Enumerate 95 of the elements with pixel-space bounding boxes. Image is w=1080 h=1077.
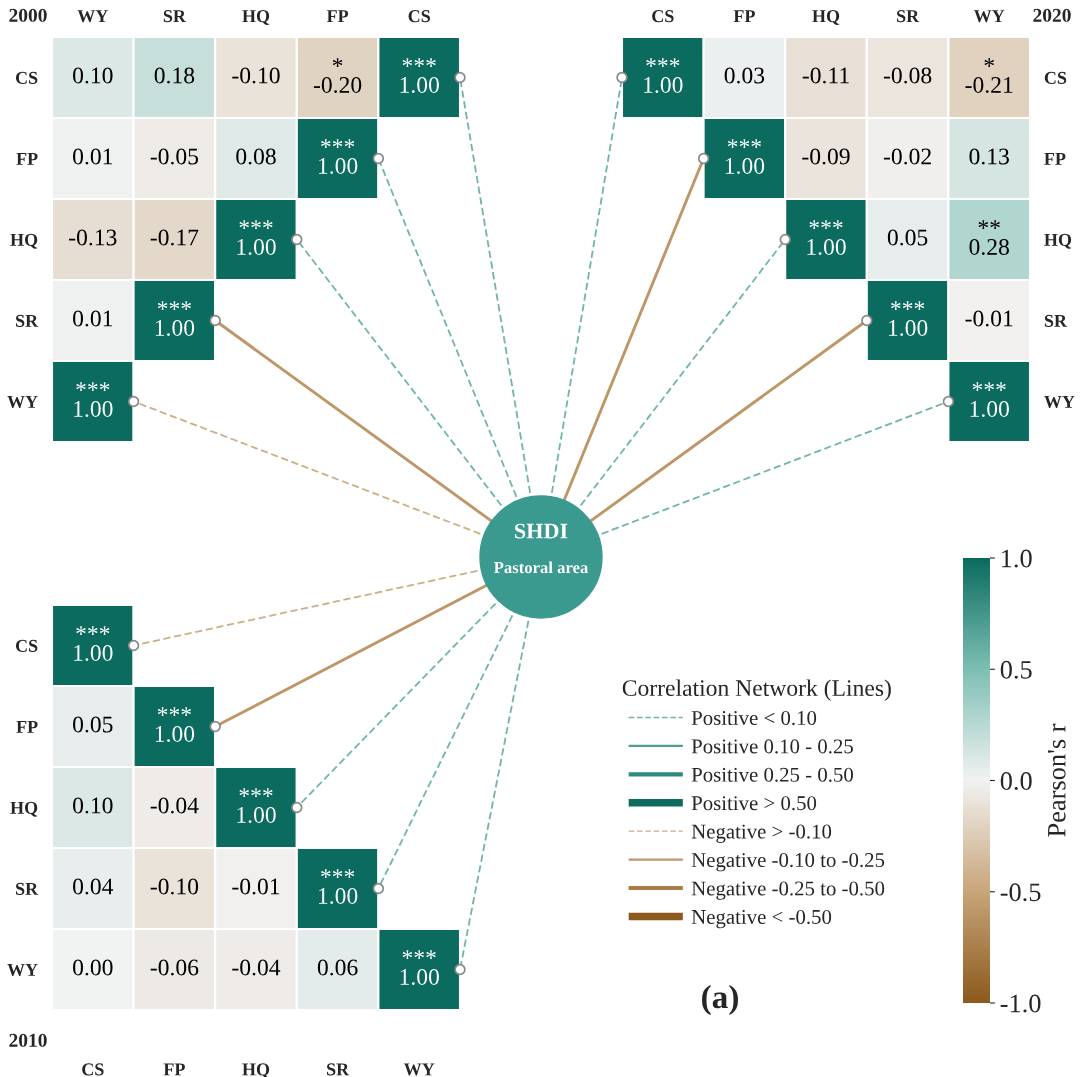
- y-tick-label: WY: [7, 395, 38, 409]
- data-label: *** 1.00: [74, 382, 113, 417]
- data-label: -0.05: [150, 148, 199, 165]
- legend-label: Negative -0.10 to -0.25: [691, 852, 885, 872]
- x-tick-label: FP: [326, 10, 349, 23]
- chart-title: 2000: [9, 8, 47, 22]
- data-label: -0.01: [232, 878, 280, 895]
- legend-label: Negative < -0.50: [691, 909, 832, 929]
- text: (a): [702, 984, 738, 1016]
- x-tick-label: HQ: [812, 10, 840, 25]
- x-tick-label: FP: [163, 1063, 185, 1076]
- data-label: 0.18: [154, 67, 195, 84]
- data-label: *** 1.00: [400, 58, 439, 93]
- data-label: -0.02: [883, 148, 931, 165]
- legend-label: Negative > -0.10: [691, 824, 832, 843]
- legend-label: Positive 0.10 - 0.25: [691, 739, 853, 754]
- color-bar-label: 1.0: [1002, 549, 1032, 568]
- data-label: 0.05: [887, 229, 928, 246]
- x-tick-label: WY: [973, 10, 1005, 23]
- data-label: *** 1.00: [237, 220, 276, 255]
- data-label: 0.00: [73, 959, 113, 976]
- y-tick-label: SR: [1044, 314, 1068, 327]
- x-tick-label: SR: [163, 10, 187, 23]
- data-label: -0.06: [150, 959, 199, 976]
- legend-title: Correlation Network (Lines): [622, 679, 891, 701]
- data-label: -0.11: [802, 67, 849, 84]
- data-label: 0.01: [73, 148, 113, 165]
- color-bar-label: 0.5: [1000, 660, 1032, 679]
- y-tick-label: WY: [1044, 395, 1075, 409]
- y-tick-label: FP: [16, 720, 38, 733]
- data-label: 0.10: [73, 797, 113, 814]
- x-tick-label: CS: [652, 10, 674, 23]
- y-tick-label: WY: [7, 963, 38, 977]
- data-label: * -0.20: [313, 58, 362, 93]
- data-label: *** 1.00: [644, 58, 683, 93]
- legend-label: Positive > 0.50: [691, 796, 817, 811]
- data-label: -0.01: [965, 310, 1013, 327]
- y-tick-label: CS: [1044, 71, 1067, 84]
- data-label: *** 1.00: [155, 301, 195, 336]
- data-label: *** 1.00: [74, 626, 113, 661]
- x-tick-label: WY: [403, 1063, 435, 1076]
- data-label: -0.09: [802, 148, 850, 165]
- legend-label: Positive 0.25 - 0.50: [691, 767, 853, 782]
- color-bar-label: 0.0: [1000, 772, 1032, 791]
- y-tick-label: HQ: [1044, 233, 1072, 249]
- data-label: 0.01: [73, 310, 113, 327]
- text: SHDI: [515, 523, 568, 539]
- x-tick-label: CS: [82, 1063, 104, 1076]
- data-label: *** 1.00: [807, 220, 846, 255]
- data-label: 0.10: [73, 67, 113, 84]
- chart-title: 2020: [1033, 8, 1071, 22]
- data-label: 0.04: [73, 878, 114, 895]
- y-tick-label: SR: [15, 882, 39, 895]
- y-tick-label: CS: [15, 71, 38, 84]
- y-tick-label: SR: [15, 314, 39, 327]
- x-tick-label: SR: [897, 10, 920, 23]
- data-label: 0.08: [236, 148, 276, 165]
- color-bar-label: -0.5: [1000, 883, 1041, 902]
- color-bar-title: Pearson's r: [1048, 723, 1066, 837]
- data-label: 0.06: [317, 959, 358, 976]
- data-label: *** 1.00: [400, 950, 439, 985]
- data-label: -0.08: [883, 67, 932, 84]
- data-label: *** 1.00: [725, 139, 765, 174]
- legend-label: Negative -0.25 to -0.50: [691, 881, 885, 900]
- data-label: -0.17: [150, 229, 199, 246]
- text: 2010: [9, 1033, 47, 1047]
- data-label: 0.05: [73, 716, 113, 733]
- data-label: *** 1.00: [237, 788, 276, 823]
- data-label: *** 1.00: [889, 301, 928, 336]
- x-tick-label: SR: [327, 1063, 350, 1076]
- y-tick-label: HQ: [10, 801, 38, 817]
- legend-label: Positive < 0.10: [691, 710, 817, 726]
- y-tick-label: FP: [16, 152, 38, 165]
- x-tick-label: FP: [733, 10, 755, 23]
- data-label: *** 1.00: [319, 869, 358, 904]
- data-label: -0.04: [232, 959, 281, 976]
- data-label: 0.03: [724, 67, 765, 84]
- y-tick-label: CS: [15, 639, 38, 652]
- data-label: ** 0.28: [969, 220, 1009, 255]
- data-label: *** 1.00: [970, 382, 1009, 417]
- data-label: -0.10: [150, 878, 199, 895]
- x-tick-label: WY: [77, 10, 108, 23]
- y-tick-label: FP: [1044, 152, 1066, 165]
- data-label: *** 1.00: [155, 707, 195, 742]
- data-label: 0.13: [969, 148, 1009, 165]
- color-bar-label: -1.0: [1000, 994, 1041, 1013]
- data-label: -0.10: [232, 67, 280, 84]
- data-label: * -0.21: [965, 58, 1013, 93]
- x-tick-label: HQ: [242, 10, 270, 25]
- data-label: -0.13: [69, 229, 117, 246]
- x-tick-label: CS: [408, 10, 430, 23]
- text: Pastoral area: [493, 561, 589, 574]
- y-tick-label: HQ: [10, 233, 38, 249]
- data-label: -0.04: [150, 797, 199, 814]
- data-label: *** 1.00: [319, 139, 358, 174]
